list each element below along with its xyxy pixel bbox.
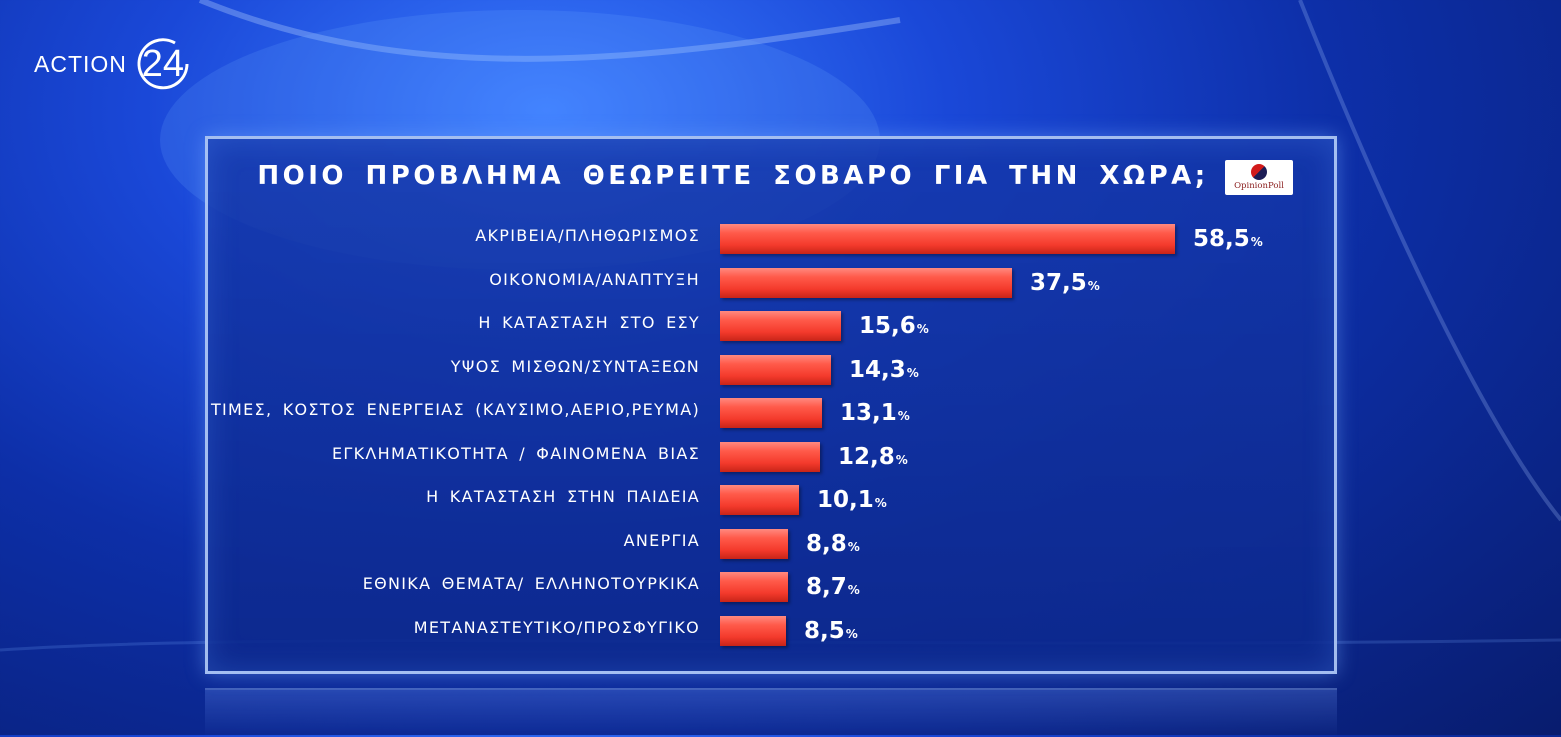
- value-unit: %: [847, 583, 860, 597]
- bar: [720, 354, 831, 385]
- bar: [720, 485, 799, 515]
- bar-row: ΜΕΤΑΝΑΣΤΕΥΤΙΚΟ/ΠΡΟΣΦΥΓΙΚΟ 8,5%: [208, 615, 1334, 646]
- channel-ring-icon: [137, 38, 189, 90]
- bar: [720, 398, 822, 428]
- value-unit: %: [845, 626, 858, 641]
- channel-number-badge: 24: [133, 34, 193, 94]
- value-unit: %: [916, 322, 929, 336]
- poll-panel: ΠΟΙΟ ΠΡΟΒΛΗΜΑ ΘΕΩΡΕΙΤΕ ΣΟΒΑΡΟ ΓΙΑ ΤΗΝ ΧΩ…: [205, 136, 1337, 674]
- bar-row: ΕΘΝΙΚΑ ΘΕΜΑΤΑ/ ΕΛΛΗΝΟΤΟΥΡΚΙΚΑ 8,7%: [208, 572, 1334, 602]
- category-label: ΤΙΜΕΣ, ΚΟΣΤΟΣ ΕΝΕΡΓΕΙΑΣ (ΚΑΥΣΙΜΟ,ΑΕΡΙΟ,Ρ…: [210, 400, 700, 419]
- panel-reflection: [205, 688, 1337, 737]
- category-label: ΜΕΤΑΝΑΣΤΕΥΤΙΚΟ/ΠΡΟΣΦΥΓΙΚΟ: [413, 617, 700, 637]
- category-label: ΥΨΟΣ ΜΙΣΘΩΝ/ΣΥΝΤΑΞΕΩΝ: [450, 356, 700, 376]
- bar-row: ΤΙΜΕΣ, ΚΟΣΤΟΣ ΕΝΕΡΓΕΙΑΣ (ΚΑΥΣΙΜΟ,ΑΕΡΙΟ,Ρ…: [208, 398, 1334, 428]
- pollster-logo: OpinionPoll: [1225, 160, 1293, 195]
- bar: [720, 311, 841, 341]
- value-number: 14,3: [849, 356, 906, 383]
- category-label: ΕΓΚΛΗΜΑΤΙΚΟΤΗΤΑ / ΦΑΙΝΟΜΕΝΑ ΒΙΑΣ: [332, 443, 700, 463]
- bar-row: ΕΓΚΛΗΜΑΤΙΚΟΤΗΤΑ / ΦΑΙΝΟΜΕΝΑ ΒΙΑΣ 12,8%: [208, 441, 1334, 472]
- pollster-logo-icon: [1251, 164, 1267, 180]
- value-unit: %: [895, 452, 908, 467]
- bar: [720, 615, 786, 646]
- value-label: 8,5%: [804, 618, 858, 644]
- value-label: 12,8%: [838, 444, 908, 470]
- value-label: 14,3%: [849, 357, 919, 383]
- bar: [720, 441, 820, 472]
- value-label: 10,1%: [817, 487, 887, 513]
- value-unit: %: [847, 539, 860, 554]
- value-number: 10,1: [817, 487, 874, 513]
- value-number: 8,7: [806, 574, 847, 600]
- value-label: 15,6%: [859, 313, 929, 339]
- value-unit: %: [906, 365, 919, 380]
- value-number: 12,8: [838, 443, 895, 470]
- category-label: Η ΚΑΤΑΣΤΑΣΗ ΣΤΟ ΕΣΥ: [478, 313, 700, 332]
- value-unit: %: [1250, 235, 1263, 249]
- category-label: ΕΘΝΙΚΑ ΘΕΜΑΤΑ/ ΕΛΛΗΝΟΤΟΥΡΚΙΚΑ: [362, 574, 700, 593]
- value-label: 58,5%: [1193, 226, 1263, 252]
- bar: [720, 224, 1175, 254]
- bar-row: Η ΚΑΤΑΣΤΑΣΗ ΣΤΗΝ ΠΑΙΔΕΙΑ 10,1%: [208, 485, 1334, 515]
- value-number: 8,8: [806, 530, 847, 557]
- category-label: ΑΚΡΙΒΕΙΑ/ΠΛΗΘΩΡΙΣΜΟΣ: [475, 226, 700, 245]
- bar: [720, 572, 788, 602]
- value-label: 8,7%: [806, 574, 860, 600]
- value-label: 13,1%: [840, 400, 910, 426]
- value-label: 8,8%: [806, 531, 860, 557]
- value-label: 37,5%: [1030, 270, 1100, 296]
- value-unit: %: [874, 496, 887, 510]
- pollster-name: OpinionPoll: [1234, 181, 1284, 191]
- bar-row: ΑΚΡΙΒΕΙΑ/ΠΛΗΘΩΡΙΣΜΟΣ 58,5%: [208, 224, 1334, 254]
- bar-row: ΑΝΕΡΓΙΑ 8,8%: [208, 528, 1334, 559]
- value-unit: %: [1087, 278, 1100, 293]
- channel-name: ACTION: [34, 50, 127, 77]
- value-unit: %: [897, 409, 910, 423]
- bar-row: ΥΨΟΣ ΜΙΣΘΩΝ/ΣΥΝΤΑΞΕΩΝ 14,3%: [208, 354, 1334, 385]
- value-number: 58,5: [1193, 226, 1250, 252]
- bar: [720, 267, 1012, 298]
- category-label: ΑΝΕΡΓΙΑ: [623, 530, 700, 550]
- value-number: 15,6: [859, 313, 916, 339]
- value-number: 37,5: [1030, 269, 1087, 296]
- bar-chart: ΑΚΡΙΒΕΙΑ/ΠΛΗΘΩΡΙΣΜΟΣ 58,5% ΟΙΚΟΝΟΜΙΑ/ΑΝΑΠΤ…: [208, 139, 1334, 671]
- channel-number: 24: [141, 42, 185, 85]
- bar-row: Η ΚΑΤΑΣΤΑΣΗ ΣΤΟ ΕΣΥ 15,6%: [208, 311, 1334, 341]
- chart-title: ΠΟΙΟ ΠΡΟΒΛΗΜΑ ΘΕΩΡΕΙΤΕ ΣΟΒΑΡΟ ΓΙΑ ΤΗΝ ΧΩ…: [257, 161, 1209, 191]
- bar: [720, 528, 788, 559]
- channel-logo: ACTION 24: [34, 34, 193, 94]
- category-label: Η ΚΑΤΑΣΤΑΣΗ ΣΤΗΝ ΠΑΙΔΕΙΑ: [426, 487, 700, 506]
- bar-row: ΟΙΚΟΝΟΜΙΑ/ΑΝΑΠΤΥΞΗ 37,5%: [208, 267, 1334, 298]
- category-label: ΟΙΚΟΝΟΜΙΑ/ΑΝΑΠΤΥΞΗ: [489, 269, 700, 289]
- value-number: 8,5: [804, 617, 845, 644]
- value-number: 13,1: [840, 400, 897, 426]
